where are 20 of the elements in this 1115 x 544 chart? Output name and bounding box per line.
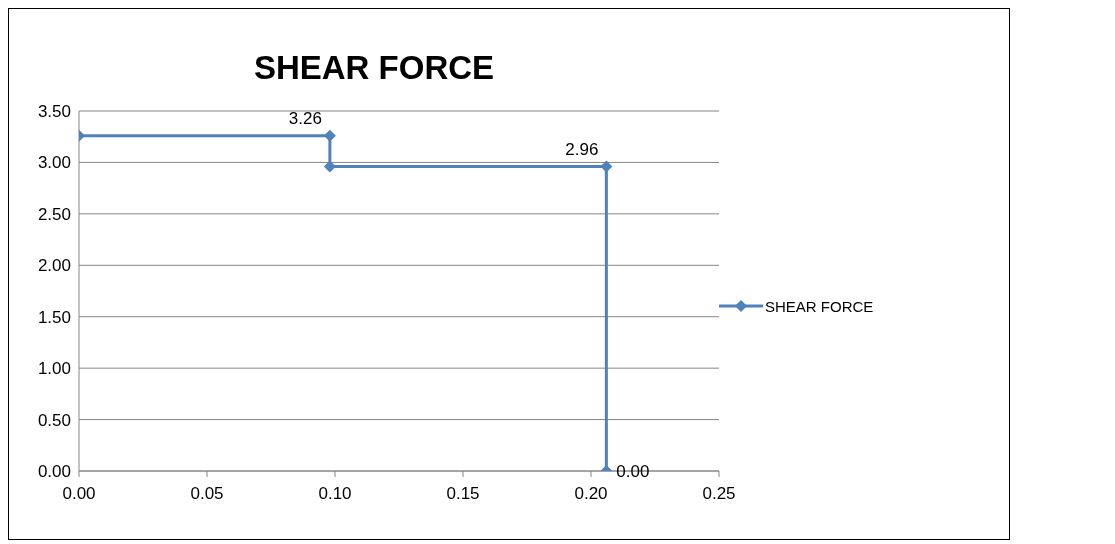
- x-tick-label: 0.05: [190, 484, 224, 504]
- y-tick-label: 0.00: [37, 462, 71, 482]
- data-label: 2.96: [565, 139, 599, 159]
- y-tick-label: 3.00: [37, 153, 71, 173]
- y-tick-label: 3.50: [37, 102, 71, 122]
- y-tick-label: 2.00: [37, 256, 71, 276]
- data-label: 3.26: [288, 108, 322, 128]
- y-tick-label: 1.50: [37, 307, 71, 327]
- x-tick-label: 0.20: [574, 484, 608, 504]
- x-tick-label: 0.25: [702, 484, 736, 504]
- data-label: 0.00: [616, 462, 650, 481]
- x-tick-label: 0.15: [446, 484, 480, 504]
- y-tick-label: 0.50: [37, 410, 71, 430]
- y-tick-label: 2.50: [37, 204, 71, 224]
- legend-label: SHEAR FORCE: [765, 297, 874, 315]
- y-tick-label: 1.00: [37, 359, 71, 379]
- point: [323, 160, 336, 173]
- x-tick-label: 0.10: [318, 484, 352, 504]
- x-tick-label: 0.00: [62, 484, 96, 504]
- chart-title: SHEAR FORCE: [252, 49, 496, 88]
